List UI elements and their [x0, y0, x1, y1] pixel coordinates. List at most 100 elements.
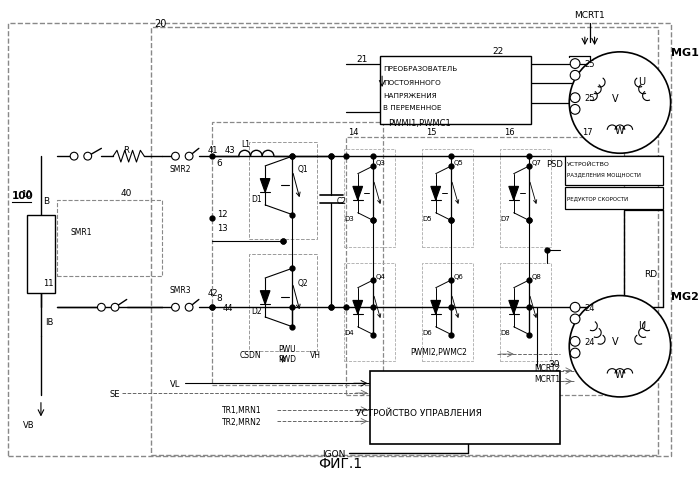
Text: V: V	[612, 94, 619, 104]
Text: D4: D4	[344, 329, 354, 335]
Bar	[565, 157, 663, 186]
Text: 13: 13	[217, 223, 228, 232]
Text: VL: VL	[170, 379, 180, 388]
Circle shape	[570, 303, 580, 312]
Text: ПРЕОБРАЗОВАТЕЛЬ: ПРЕОБРАЗОВАТЕЛЬ	[383, 66, 457, 72]
Bar	[422, 264, 473, 361]
Text: MCRT1: MCRT1	[534, 374, 561, 383]
Text: MG1: MG1	[670, 48, 698, 58]
Circle shape	[111, 304, 119, 312]
Text: ПОСТОЯННОГО: ПОСТОЯННОГО	[383, 80, 441, 86]
Bar	[27, 215, 55, 293]
Text: Q4: Q4	[375, 274, 385, 279]
Text: НАПРЯЖЕНИЯ: НАПРЯЖЕНИЯ	[383, 93, 437, 98]
Text: R: R	[123, 145, 129, 155]
Text: 41: 41	[208, 145, 218, 155]
Polygon shape	[509, 301, 519, 314]
Text: MCRT1: MCRT1	[575, 12, 605, 20]
Circle shape	[569, 53, 670, 154]
Bar	[370, 371, 561, 444]
Text: 11: 11	[43, 279, 53, 288]
Text: PWMI1,PWMC1: PWMI1,PWMC1	[388, 118, 451, 127]
Bar	[380, 57, 531, 125]
Circle shape	[570, 337, 580, 347]
Text: 44: 44	[222, 303, 233, 312]
Text: B: B	[43, 196, 49, 205]
Circle shape	[570, 71, 580, 81]
Text: 10: 10	[22, 189, 32, 198]
Circle shape	[171, 153, 180, 161]
Text: 6: 6	[217, 159, 222, 168]
Text: MCRT2: MCRT2	[534, 363, 561, 372]
Text: 42: 42	[208, 288, 218, 298]
Circle shape	[570, 94, 580, 103]
Polygon shape	[260, 291, 270, 305]
Text: РАЗДЕЛЕНИЯ МОЩНОСТИ: РАЗДЕЛЕНИЯ МОЩНОСТИ	[568, 172, 641, 177]
Text: CSDN: CSDN	[240, 350, 261, 359]
Circle shape	[97, 304, 106, 312]
Text: SMR3: SMR3	[170, 286, 192, 295]
Circle shape	[185, 304, 193, 312]
Text: D5: D5	[422, 215, 432, 221]
Text: PWD: PWD	[278, 355, 296, 364]
Text: 100: 100	[12, 191, 34, 201]
Circle shape	[570, 348, 580, 358]
Bar	[500, 264, 551, 361]
Text: L1: L1	[242, 140, 251, 149]
Text: Q7: Q7	[531, 160, 541, 166]
Text: IGON: IGON	[322, 449, 345, 458]
Circle shape	[185, 153, 193, 161]
Text: SMR2: SMR2	[170, 165, 191, 174]
Bar	[57, 201, 161, 276]
Text: D8: D8	[500, 329, 510, 335]
Polygon shape	[431, 301, 440, 314]
Text: 25: 25	[585, 60, 596, 69]
Text: 17: 17	[582, 128, 593, 137]
Text: В ПЕРЕМЕННОЕ: В ПЕРЕМЕННОЕ	[383, 105, 442, 111]
Circle shape	[570, 314, 580, 324]
Bar	[212, 123, 383, 385]
Text: 24: 24	[585, 303, 596, 312]
Text: 21: 21	[356, 55, 368, 64]
Text: W: W	[615, 126, 625, 135]
Circle shape	[570, 105, 580, 115]
Text: 15: 15	[426, 128, 436, 137]
Text: 40: 40	[121, 188, 132, 197]
Text: Q5: Q5	[453, 160, 463, 166]
Text: ФИГ.1: ФИГ.1	[318, 456, 362, 470]
Text: 22: 22	[492, 48, 503, 56]
Text: D3: D3	[344, 215, 354, 221]
Text: 30: 30	[548, 360, 559, 369]
Text: U: U	[637, 77, 645, 87]
Text: D6: D6	[422, 329, 432, 335]
Text: W: W	[615, 369, 625, 379]
Bar	[344, 150, 395, 247]
Text: 16: 16	[504, 128, 514, 137]
Text: 25: 25	[585, 94, 596, 103]
Text: D1: D1	[252, 194, 262, 203]
Text: U: U	[637, 320, 645, 330]
Text: PSD: PSD	[546, 160, 563, 169]
Text: SE: SE	[109, 389, 120, 398]
Bar	[344, 264, 395, 361]
Circle shape	[171, 304, 180, 312]
Text: Q8: Q8	[531, 274, 541, 279]
Text: Q6: Q6	[453, 274, 463, 279]
Bar	[346, 137, 624, 395]
Bar	[151, 27, 658, 456]
Circle shape	[570, 60, 580, 69]
Text: 12: 12	[217, 210, 228, 219]
Text: TR1,MRN1: TR1,MRN1	[222, 405, 262, 414]
Text: УСТРОЙСТВО УПРАВЛЕНИЯ: УСТРОЙСТВО УПРАВЛЕНИЯ	[356, 408, 482, 417]
Polygon shape	[353, 187, 363, 201]
Text: PWU: PWU	[278, 344, 296, 353]
Text: D7: D7	[500, 215, 510, 221]
Text: 8: 8	[217, 293, 222, 302]
Text: VH: VH	[310, 350, 321, 359]
Polygon shape	[353, 301, 363, 314]
Bar	[249, 254, 317, 351]
Text: Q3: Q3	[375, 160, 385, 166]
Bar	[249, 142, 317, 240]
Bar	[500, 150, 551, 247]
Text: 24: 24	[585, 337, 596, 346]
